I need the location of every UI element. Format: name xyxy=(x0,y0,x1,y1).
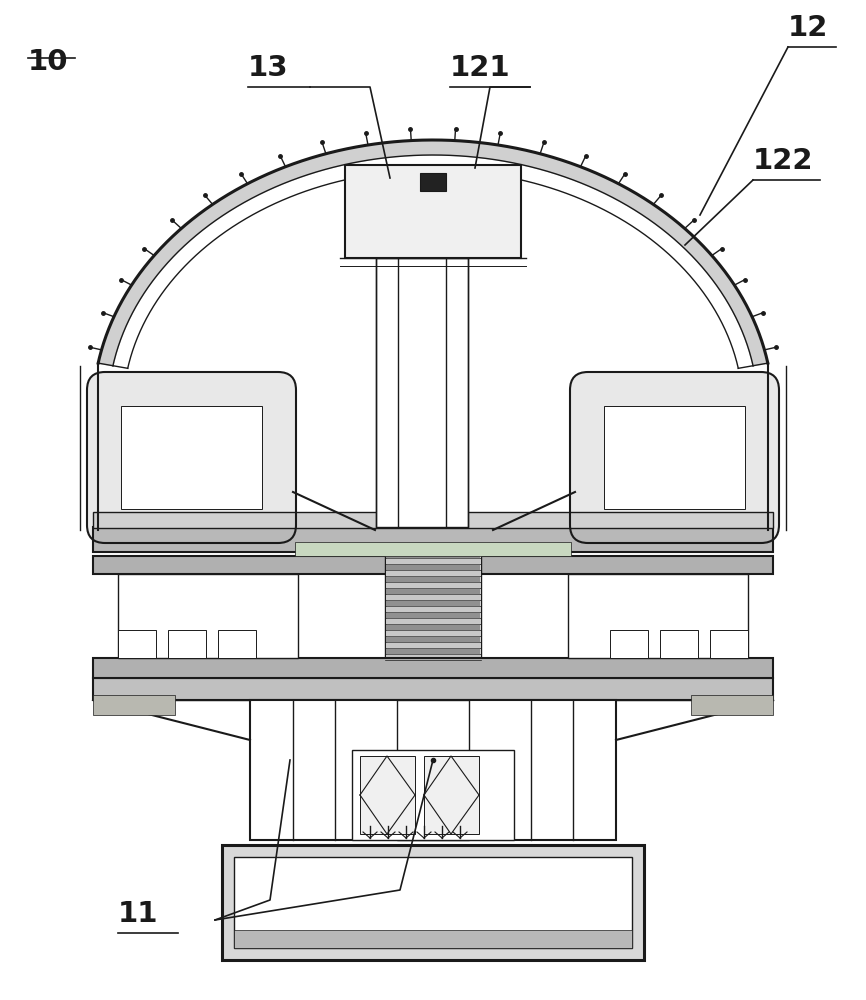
Bar xyxy=(352,750,514,840)
Bar xyxy=(604,406,745,509)
Text: 12: 12 xyxy=(788,14,829,42)
Bar xyxy=(93,527,773,552)
Bar xyxy=(234,930,632,948)
Bar xyxy=(420,173,446,191)
Text: 122: 122 xyxy=(753,147,813,175)
Bar xyxy=(222,845,644,960)
Bar xyxy=(386,607,480,612)
Bar xyxy=(386,565,480,570)
Bar xyxy=(376,258,468,527)
Bar xyxy=(118,574,298,658)
Bar xyxy=(386,589,480,594)
Bar xyxy=(568,574,748,658)
Bar xyxy=(295,542,571,556)
Bar xyxy=(386,637,480,642)
Bar xyxy=(397,700,469,840)
Bar xyxy=(386,595,480,600)
Bar xyxy=(424,756,479,834)
Bar xyxy=(386,613,480,618)
Bar xyxy=(385,552,481,660)
Bar xyxy=(250,700,616,840)
Bar xyxy=(386,559,480,564)
Bar xyxy=(168,630,206,658)
Bar xyxy=(386,583,480,588)
Bar xyxy=(386,643,480,648)
Bar xyxy=(386,625,480,630)
Polygon shape xyxy=(98,140,768,366)
Bar xyxy=(386,571,480,576)
Bar xyxy=(386,553,480,558)
Bar xyxy=(710,630,748,658)
Bar xyxy=(386,619,480,624)
Bar xyxy=(93,512,773,528)
Bar xyxy=(93,556,773,574)
FancyBboxPatch shape xyxy=(87,372,296,543)
Bar xyxy=(610,630,648,658)
Bar xyxy=(118,630,156,658)
Bar xyxy=(386,631,480,636)
Bar xyxy=(234,857,632,948)
Bar xyxy=(121,406,262,509)
Bar xyxy=(386,601,480,606)
Bar xyxy=(691,695,773,715)
Bar xyxy=(93,695,175,715)
Bar xyxy=(376,258,468,527)
Bar xyxy=(93,678,773,700)
Bar xyxy=(93,658,773,678)
Bar xyxy=(386,655,480,660)
Bar xyxy=(386,577,480,582)
FancyBboxPatch shape xyxy=(570,372,779,543)
Bar xyxy=(386,649,480,654)
Bar xyxy=(345,165,521,258)
Text: 10: 10 xyxy=(28,48,68,76)
Text: 13: 13 xyxy=(248,54,288,82)
Text: 121: 121 xyxy=(450,54,511,82)
Text: 11: 11 xyxy=(118,900,158,928)
Bar xyxy=(218,630,256,658)
Bar xyxy=(660,630,698,658)
Bar xyxy=(360,756,415,834)
